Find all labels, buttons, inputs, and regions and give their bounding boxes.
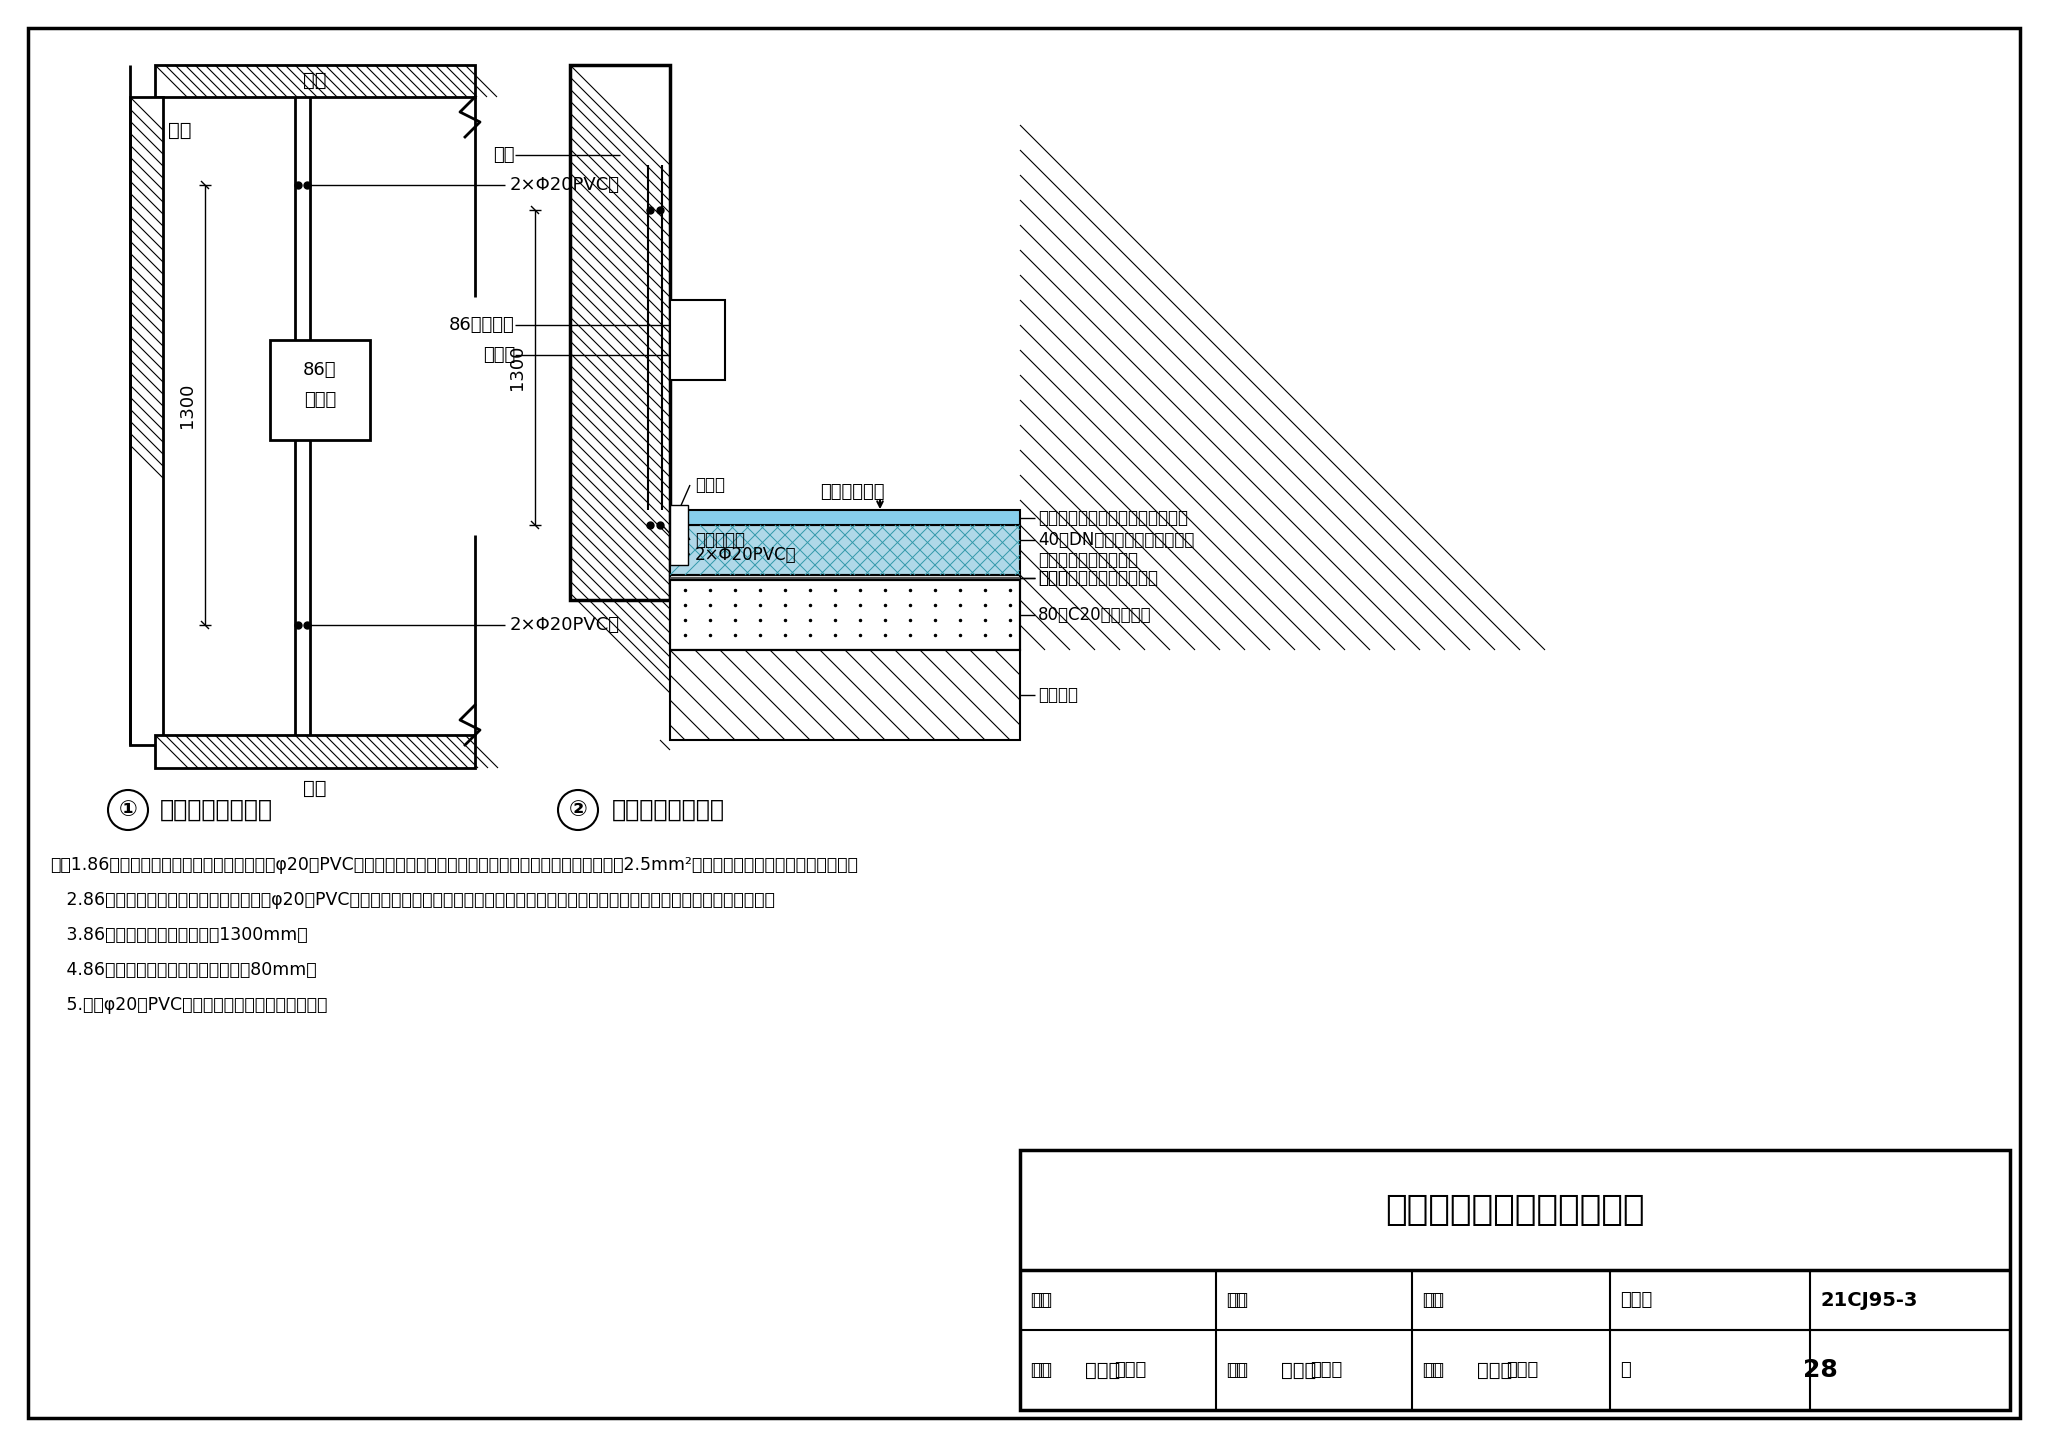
Text: 1300: 1300 — [508, 345, 526, 390]
Text: 86型接线盒: 86型接线盒 — [449, 316, 514, 333]
Text: 审核: 审核 — [1030, 1361, 1051, 1380]
Bar — [670, 649, 1020, 740]
Text: 唐海燕: 唐海燕 — [1311, 1361, 1341, 1380]
Text: 接线盒: 接线盒 — [303, 391, 336, 408]
Text: 28: 28 — [1802, 1358, 1837, 1382]
Text: 温控器安装正视图、剖面图: 温控器安装正视图、剖面图 — [1384, 1193, 1645, 1227]
Text: 校对: 校对 — [1229, 1361, 1247, 1380]
Text: 踢脚线: 踢脚线 — [694, 476, 725, 494]
Bar — [670, 580, 1020, 649]
Text: （内嵌碳纤维发热线）: （内嵌碳纤维发热线） — [1038, 551, 1139, 569]
Text: 温控器安装正视图: 温控器安装正视图 — [160, 798, 272, 823]
Bar — [1020, 1150, 2009, 1410]
Text: 防潮层（见具体工程设计）: 防潮层（见具体工程设计） — [1038, 569, 1157, 587]
Text: 校对: 校对 — [1227, 1291, 1245, 1309]
Text: 墙体: 墙体 — [494, 146, 514, 165]
Text: 素土夯实: 素土夯实 — [1038, 685, 1077, 704]
Text: 图集号: 图集号 — [1620, 1291, 1653, 1309]
Text: 唐海军: 唐海军 — [1114, 1361, 1147, 1380]
Text: 3.86型接线盒底边距地面高度1300mm。: 3.86型接线盒底边距地面高度1300mm。 — [49, 926, 307, 944]
Text: 吊顶: 吊顶 — [303, 71, 328, 89]
Text: 设计: 设计 — [1423, 1291, 1444, 1309]
Bar — [670, 300, 725, 380]
Bar — [670, 574, 1020, 580]
Text: 温控器安装剖面图: 温控器安装剖面图 — [612, 798, 725, 823]
Bar — [670, 580, 1020, 649]
Bar — [156, 734, 475, 768]
Text: 2×Φ20PVC管: 2×Φ20PVC管 — [510, 176, 621, 193]
Text: 地面: 地面 — [303, 779, 328, 798]
Text: 密封胶密封: 密封胶密封 — [694, 531, 745, 548]
Text: 赵文平: 赵文平 — [1477, 1361, 1511, 1380]
Text: 温控器: 温控器 — [483, 346, 514, 364]
Text: 木地板及底垫（见具体工程设计）: 木地板及底垫（见具体工程设计） — [1038, 508, 1188, 527]
Text: 赵文平: 赵文平 — [1505, 1361, 1538, 1380]
Text: 设计: 设计 — [1421, 1291, 1442, 1309]
Text: 2×Φ20PVC管: 2×Φ20PVC管 — [510, 616, 621, 633]
Text: 审核: 审核 — [1032, 1361, 1053, 1380]
Text: 墙体: 墙体 — [168, 121, 193, 140]
Text: 设计: 设计 — [1421, 1361, 1442, 1380]
Text: 40厚DN装配式保温隔声地暖板: 40厚DN装配式保温隔声地暖板 — [1038, 531, 1194, 548]
Text: 1300: 1300 — [178, 382, 197, 427]
Text: 86型: 86型 — [303, 361, 336, 380]
Text: 21CJ95-3: 21CJ95-3 — [1821, 1290, 1917, 1309]
Bar — [670, 505, 688, 566]
Text: 填充层: 填充层 — [1038, 569, 1067, 586]
Text: 审核: 审核 — [1032, 1291, 1053, 1309]
Text: 2×Φ20PVC管: 2×Φ20PVC管 — [694, 545, 797, 564]
Text: 室内地面标高: 室内地面标高 — [819, 483, 885, 501]
Text: 唐海军: 唐海军 — [1085, 1361, 1120, 1380]
Text: 2.86型接线盒至地面暗敷于墙体中的两根φ20的PVC管，分别用于敷设温控器至地面碳纤维发热性的电源线、温控器至地面温度传感器的数据线。: 2.86型接线盒至地面暗敷于墙体中的两根φ20的PVC管，分别用于敷设温控器至地… — [49, 890, 774, 909]
Text: 80厚C20混凝土垫层: 80厚C20混凝土垫层 — [1038, 606, 1151, 623]
Text: 设计: 设计 — [1423, 1361, 1444, 1380]
Text: 注：1.86型接线盒至吊顶暗敷于墙体中的两根φ20的PVC管，分别用于敷设剩余电流动作断路器（单相）至温控器的2.5mm²电源线、采集器至温控器的数据线。: 注：1.86型接线盒至吊顶暗敷于墙体中的两根φ20的PVC管，分别用于敷设剩余电… — [49, 856, 858, 874]
Text: 校对: 校对 — [1227, 1361, 1245, 1380]
Bar — [156, 65, 475, 97]
Text: 5.两根φ20的PVC管末端应密封，防止杂物进入。: 5.两根φ20的PVC管末端应密封，防止杂物进入。 — [49, 996, 328, 1014]
Bar — [270, 341, 371, 440]
Text: 4.86型接线盒用于安装温控器，盒深80mm。: 4.86型接线盒用于安装温控器，盒深80mm。 — [49, 961, 317, 978]
Text: 审核: 审核 — [1030, 1291, 1051, 1309]
Text: 校对: 校对 — [1229, 1291, 1247, 1309]
Text: ①: ① — [119, 799, 137, 820]
Bar — [670, 509, 1020, 525]
Bar — [129, 97, 164, 745]
Bar — [569, 65, 670, 600]
Text: 页: 页 — [1620, 1361, 1630, 1380]
Text: 唐海燕: 唐海燕 — [1280, 1361, 1317, 1380]
Text: ②: ② — [569, 799, 588, 820]
Bar — [670, 525, 1020, 574]
